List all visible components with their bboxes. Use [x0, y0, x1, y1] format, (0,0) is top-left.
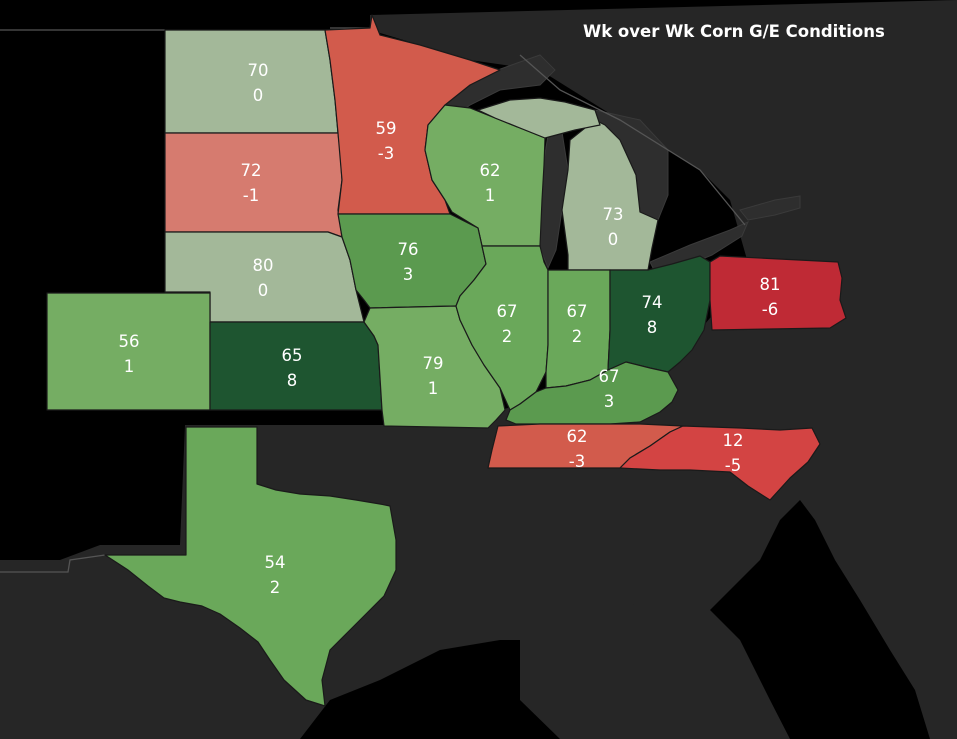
- state-ne[interactable]: 80 0: [164, 231, 365, 323]
- state-wi[interactable]: 62 1: [424, 104, 546, 247]
- state-value: 54: [265, 553, 286, 572]
- state-value: 62: [480, 161, 501, 180]
- state-value: 70: [248, 61, 269, 80]
- state-change: 0: [608, 230, 619, 249]
- land-mass-south-gulf: [520, 590, 790, 739]
- map-title: Wk over Wk Corn G/E Conditions: [583, 22, 885, 41]
- state-change: 0: [258, 281, 269, 300]
- state-value: 56: [119, 332, 140, 351]
- state-change: 8: [287, 371, 298, 390]
- state-shape-upper-peninsula[interactable]: [477, 97, 601, 139]
- mexico-border-line: [0, 554, 106, 573]
- state-shape[interactable]: [561, 119, 659, 271]
- state-value: 73: [603, 205, 624, 224]
- state-value: 79: [423, 354, 444, 373]
- state-change: -5: [725, 456, 741, 475]
- state-value: 76: [398, 240, 419, 259]
- state-nd[interactable]: 70 0: [164, 29, 339, 134]
- state-co[interactable]: 56 1: [46, 292, 211, 411]
- state-in[interactable]: 67 2: [545, 269, 611, 389]
- state-value: 67: [599, 367, 620, 386]
- state-shape[interactable]: [104, 426, 397, 707]
- state-value: 62: [567, 427, 588, 446]
- state-mi[interactable]: 73 0: [477, 97, 659, 271]
- state-change: 3: [403, 265, 414, 284]
- state-shape[interactable]: [505, 361, 679, 425]
- state-change: 8: [647, 318, 658, 337]
- state-shape[interactable]: [424, 104, 546, 247]
- state-change: -3: [569, 452, 585, 471]
- state-ia[interactable]: 76 3: [337, 213, 487, 309]
- state-value: 72: [241, 161, 262, 180]
- state-value: 67: [567, 302, 588, 321]
- state-shape[interactable]: [709, 255, 847, 331]
- state-shape[interactable]: [619, 425, 821, 501]
- state-tx[interactable]: 54 2: [104, 426, 397, 707]
- state-change: 2: [572, 327, 583, 346]
- state-change: 3: [604, 392, 615, 411]
- state-change: 1: [485, 186, 496, 205]
- state-oh[interactable]: 74 8: [607, 255, 711, 373]
- state-shape[interactable]: [164, 29, 339, 134]
- state-value: 67: [497, 302, 518, 321]
- state-value: 81: [760, 275, 781, 294]
- state-value: 12: [723, 431, 744, 450]
- state-value: 59: [376, 119, 397, 138]
- lake-ontario: [739, 195, 801, 221]
- state-change: -3: [378, 144, 394, 163]
- state-shape[interactable]: [209, 321, 383, 411]
- state-shape[interactable]: [46, 292, 211, 411]
- state-change: 2: [502, 327, 513, 346]
- state-change: -1: [243, 186, 259, 205]
- state-change: 0: [253, 86, 264, 105]
- state-nc[interactable]: 12 -5: [619, 425, 821, 501]
- state-value: 65: [282, 346, 303, 365]
- state-shape[interactable]: [164, 132, 343, 238]
- state-change: 2: [270, 578, 281, 597]
- state-ks[interactable]: 65 8: [209, 321, 383, 411]
- state-pa[interactable]: 81 -6: [709, 255, 847, 331]
- state-ky[interactable]: 67 3: [505, 361, 679, 425]
- state-change: 1: [124, 357, 135, 376]
- state-change: 1: [428, 379, 439, 398]
- state-change: -6: [762, 300, 778, 319]
- state-value: 74: [642, 293, 663, 312]
- state-value: 80: [253, 256, 274, 275]
- state-sd[interactable]: 72 -1: [164, 132, 343, 238]
